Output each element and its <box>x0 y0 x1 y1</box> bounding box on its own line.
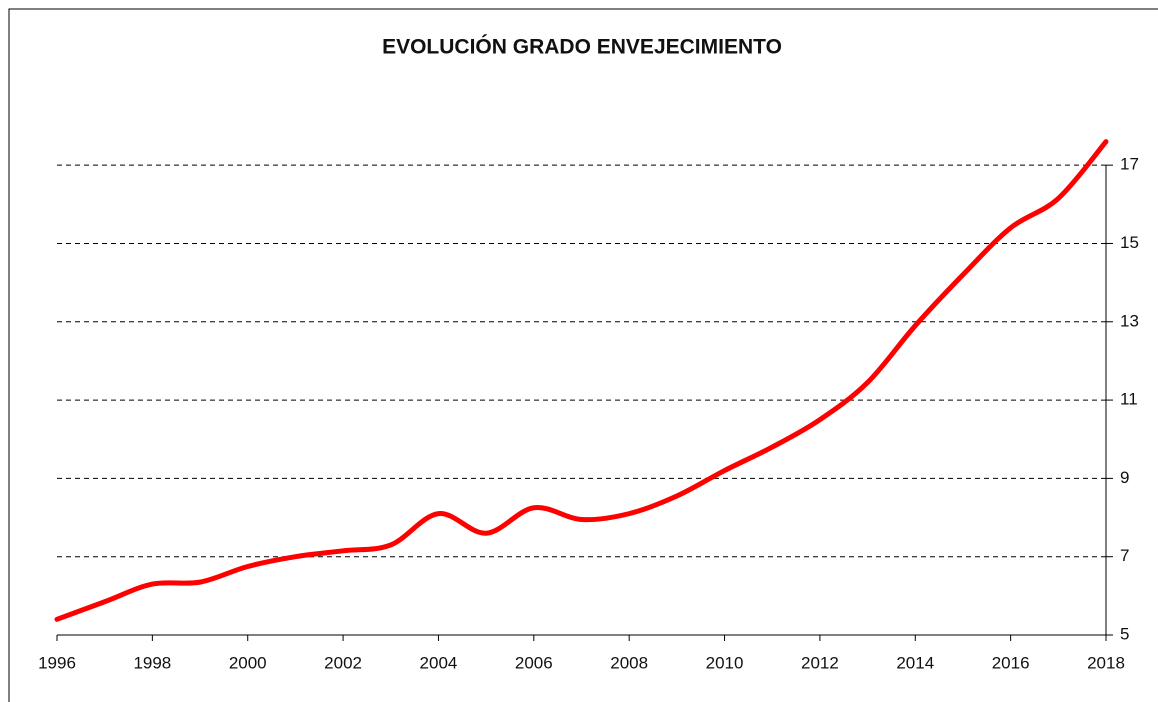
x-tick-label: 2002 <box>324 653 362 672</box>
y-tick-label: 13 <box>1120 311 1139 330</box>
y-tick-label: 11 <box>1120 390 1138 409</box>
x-tick-label: 2000 <box>229 653 267 672</box>
chart-title: EVOLUCIÓN GRADO ENVEJECIMIENTO <box>382 35 782 59</box>
x-tick-label: 2006 <box>515 653 553 672</box>
y-tick-label: 5 <box>1120 624 1129 643</box>
y-tick-label: 15 <box>1120 233 1139 252</box>
y-tick-label: 9 <box>1120 468 1129 487</box>
x-tick-label: 2018 <box>1087 653 1125 672</box>
x-tick-label: 1996 <box>38 653 76 672</box>
frame <box>8 8 1158 702</box>
x-tick-label: 2010 <box>706 653 744 672</box>
y-tick-label: 7 <box>1120 546 1129 565</box>
x-tick-label: 2004 <box>420 653 458 672</box>
x-tick-label: 2014 <box>896 653 934 672</box>
x-tick-label: 2012 <box>801 653 839 672</box>
x-tick-label: 2008 <box>610 653 648 672</box>
y-tick-label: 17 <box>1120 155 1139 174</box>
x-tick-label: 2016 <box>992 653 1030 672</box>
line <box>54 139 1109 622</box>
x-tick-label: 1998 <box>133 653 171 672</box>
